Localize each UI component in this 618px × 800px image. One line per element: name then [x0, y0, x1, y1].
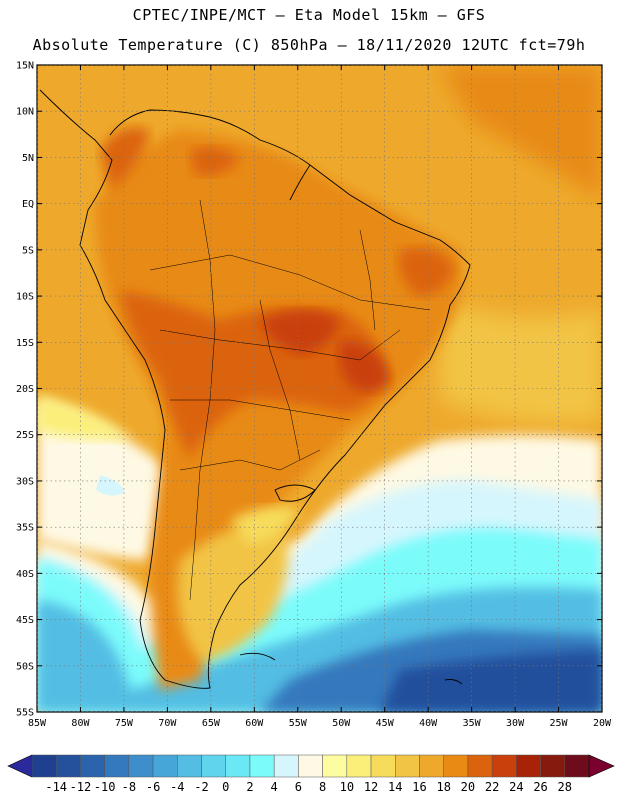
colorbar-label: -8: [122, 780, 136, 794]
colorbar-label: -10: [94, 780, 116, 794]
lat-label: 40S: [16, 569, 34, 580]
colorbar-swatch: [346, 754, 372, 778]
temperature-field: [37, 65, 602, 712]
lat-label: 50S: [16, 661, 34, 672]
colorbar-swatch: [152, 754, 178, 778]
lat-label: 20S: [16, 384, 34, 395]
lon-label: 50W: [332, 718, 351, 729]
lat-label: 15S: [16, 338, 34, 349]
colorbar-label: 18: [436, 780, 450, 794]
lon-label: 25W: [550, 718, 569, 729]
colorbar-swatch: [443, 754, 469, 778]
lat-label: 35S: [16, 523, 34, 534]
colorbar-swatch: [128, 754, 154, 778]
colorbar-label: 8: [319, 780, 326, 794]
chart-subtitle: Absolute Temperature (C) 850hPa – 18/11/…: [32, 36, 586, 54]
lon-label: 70W: [158, 718, 177, 729]
lat-label: 55S: [16, 708, 34, 719]
colorbar-label: 0: [222, 780, 229, 794]
colorbar-swatch: [491, 754, 517, 778]
lon-label: 85W: [28, 718, 47, 729]
colorbar-label: -4: [170, 780, 184, 794]
colorbar-label: -6: [146, 780, 160, 794]
colorbar-swatch: [55, 754, 81, 778]
lat-label: 45S: [16, 615, 34, 626]
colorbar-swatch: [564, 754, 590, 778]
colorbar-label: 10: [340, 780, 354, 794]
colorbar-label: -12: [70, 780, 92, 794]
axis-ticks: [36, 64, 603, 713]
colorbar-swatch: [540, 754, 566, 778]
colorbar-swatch: [273, 754, 299, 778]
colorbar-high-triangle: [588, 754, 615, 778]
colorbar-label: 28: [558, 780, 572, 794]
lon-label: 65W: [202, 718, 221, 729]
lat-label: 10N: [16, 107, 34, 118]
lon-label: 75W: [115, 718, 134, 729]
colorbar-swatch: [104, 754, 130, 778]
colorbar-label: 16: [412, 780, 426, 794]
lat-label: 25S: [16, 430, 34, 441]
colorbar-swatch: [298, 754, 323, 778]
lon-label: 20W: [593, 718, 612, 729]
colorbar-swatch: [467, 754, 493, 778]
colorbar: -14 -12 -10 -8 -6 -4 -2 0 2 4 6 8 10 12 14 16 18 20 22 24 26…: [7, 754, 615, 794]
lon-label: 40W: [419, 718, 438, 729]
lat-label: EQ: [22, 199, 34, 210]
colorbar-swatch: [31, 754, 57, 778]
latitude-labels: 15N 10N 5N EQ 5S 10S 15S 20S 25S 30S 35S 40S 45S 50S 5…: [16, 61, 34, 719]
colorbar-label: 26: [533, 780, 547, 794]
colorbar-label: -14: [45, 780, 67, 794]
colorbar-label: 2: [246, 780, 253, 794]
chart-title: CPTEC/INPE/MCT – Eta Model 15km – GFS: [132, 6, 486, 24]
lat-label: 30S: [16, 476, 34, 487]
lon-label: 60W: [245, 718, 264, 729]
colorbar-label: 22: [485, 780, 499, 794]
colorbar-label: 4: [271, 780, 278, 794]
colorbar-label: 14: [388, 780, 402, 794]
colorbar-swatch: [249, 754, 275, 778]
colorbar-low-triangle: [7, 754, 33, 778]
colorbar-label: -2: [194, 780, 208, 794]
colorbar-swatch: [419, 754, 444, 778]
colorbar-label: 12: [364, 780, 378, 794]
lon-label: 80W: [71, 718, 90, 729]
lon-label: 30W: [506, 718, 525, 729]
lat-label: 5S: [22, 245, 34, 256]
colorbar-swatch: [201, 754, 226, 778]
colorbar-swatch: [177, 754, 202, 778]
colorbar-swatch: [80, 754, 105, 778]
lat-label: 10S: [16, 292, 34, 303]
lon-label: 45W: [376, 718, 395, 729]
colorbar-swatch: [370, 754, 396, 778]
colorbar-swatch: [516, 754, 541, 778]
colorbar-swatch: [225, 754, 251, 778]
longitude-labels: 85W 80W 75W 70W 65W 60W 55W 50W 45W 40W 35W 30W 25W 2…: [28, 718, 612, 729]
colorbar-swatch: [395, 754, 420, 778]
lon-label: 55W: [289, 718, 308, 729]
colorbar-label: 6: [295, 780, 302, 794]
colorbar-label: 20: [461, 780, 475, 794]
lon-label: 35W: [463, 718, 482, 729]
colorbar-swatch: [322, 754, 348, 778]
lat-label: 5N: [22, 153, 34, 164]
lat-label: 15N: [16, 61, 34, 72]
colorbar-label: 24: [509, 780, 523, 794]
